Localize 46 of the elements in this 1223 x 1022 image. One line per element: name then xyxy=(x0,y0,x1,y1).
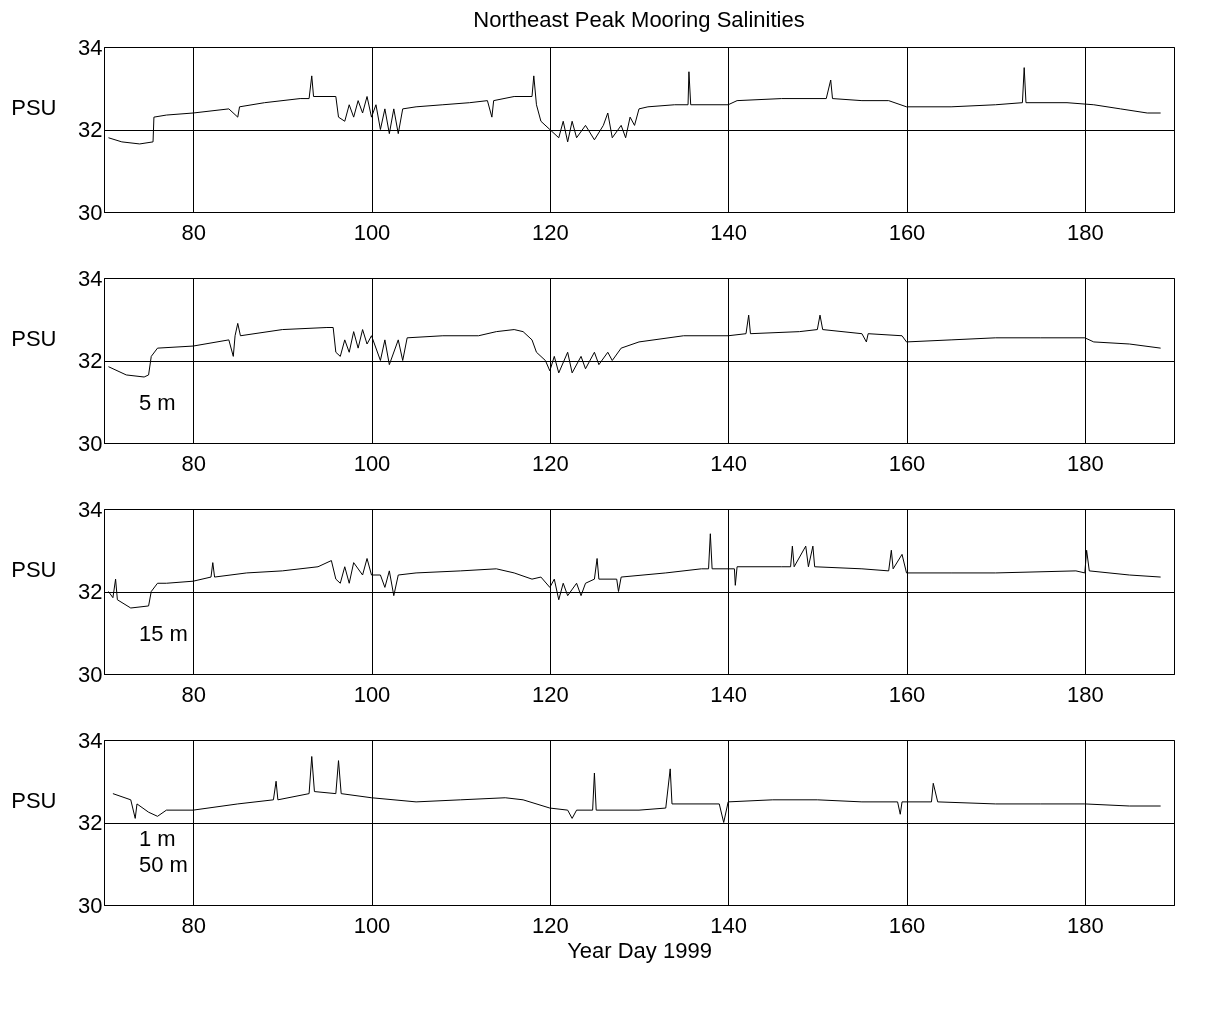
x-tick-label: 80 xyxy=(181,912,206,938)
x-tick-label: 80 xyxy=(181,450,206,476)
x-tick-label: 180 xyxy=(1066,450,1104,476)
y-axis-title: PSU xyxy=(11,325,57,351)
x-tick-label: 160 xyxy=(888,450,926,476)
x-tick-label: 100 xyxy=(353,681,391,707)
y-axis-title: PSU xyxy=(11,94,57,120)
y-tick-label: 32 xyxy=(78,117,103,142)
annotation: 5 m xyxy=(139,390,176,415)
x-tick-label: 80 xyxy=(181,681,206,707)
y-tick-label: 30 xyxy=(78,199,103,225)
y-tick-label: 32 xyxy=(78,579,103,604)
annotation: 1 m xyxy=(139,826,176,851)
x-tick-label: 80 xyxy=(181,219,206,245)
y-tick-label: 34 xyxy=(78,265,103,291)
annotation: 15 m xyxy=(139,621,188,646)
x-tick-label: 100 xyxy=(353,450,391,476)
y-axis-title: PSU xyxy=(11,556,57,582)
x-tick-label: 100 xyxy=(353,219,391,245)
x-tick-label: 160 xyxy=(888,912,926,938)
x-tick-label: 140 xyxy=(710,681,748,707)
x-tick-label: 180 xyxy=(1066,219,1104,245)
x-tick-label: 140 xyxy=(710,912,748,938)
x-tick-label: 140 xyxy=(710,450,748,476)
y-tick-label: 34 xyxy=(78,727,103,753)
x-tick-label: 180 xyxy=(1066,912,1104,938)
annotation: 50 m xyxy=(139,852,188,877)
x-tick-label: 120 xyxy=(531,912,569,938)
y-tick-label: 30 xyxy=(78,892,103,918)
y-tick-label: 32 xyxy=(78,810,103,835)
y-tick-label: 30 xyxy=(78,430,103,456)
x-tick-label: 180 xyxy=(1066,681,1104,707)
chart-title: Northeast Peak Mooring Salinities xyxy=(473,7,805,32)
x-axis-title: Year Day 1999 xyxy=(567,937,712,963)
x-tick-label: 140 xyxy=(710,219,748,245)
x-tick-label: 120 xyxy=(531,681,569,707)
y-tick-label: 32 xyxy=(78,348,103,373)
x-tick-label: 160 xyxy=(888,219,926,245)
x-tick-label: 120 xyxy=(531,219,569,245)
y-tick-label: 34 xyxy=(78,496,103,522)
x-tick-label: 100 xyxy=(353,912,391,938)
x-tick-label: 160 xyxy=(888,681,926,707)
y-axis-title: PSU xyxy=(11,787,57,813)
y-tick-label: 30 xyxy=(78,661,103,687)
y-tick-label: 34 xyxy=(78,34,103,60)
x-tick-label: 120 xyxy=(531,450,569,476)
